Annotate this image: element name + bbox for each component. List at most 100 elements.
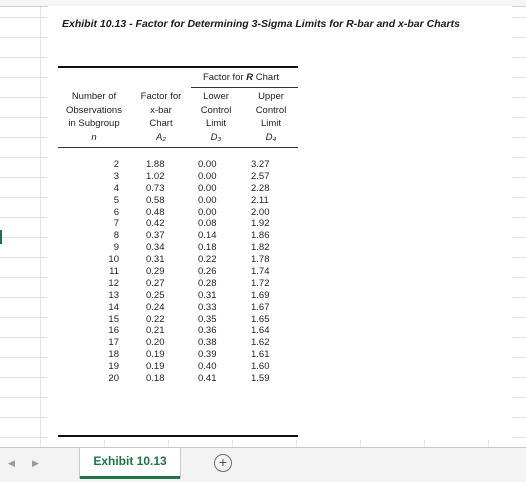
cell-d3: 0.36 [198, 325, 217, 337]
table-row: 15 0.22 0.35 1.65 [58, 314, 298, 326]
cell-d4: 1.62 [251, 337, 270, 349]
table-row: 11 0.29 0.26 1.74 [58, 266, 298, 278]
cell-a2: 0.37 [146, 230, 165, 242]
cell-a2: 0.24 [146, 301, 165, 313]
cell-n: 12 [108, 277, 119, 289]
active-row-indicator [0, 230, 2, 244]
cell-n: 6 [113, 206, 119, 218]
cell-d4: 1.82 [251, 242, 270, 254]
cell-n: 5 [113, 194, 119, 206]
header-a2-symbol: A₂ [156, 131, 166, 143]
header-n-line2: Observations [66, 104, 122, 116]
table-top-rule [58, 66, 298, 68]
scroll-tabs-right-icon[interactable]: ▶ [32, 458, 39, 468]
table-row: 12 0.27 0.28 1.72 [58, 278, 298, 290]
header-rule [58, 147, 298, 148]
sheet-tab-bar: ◀ ▶ Exhibit 10.13 + [0, 447, 526, 482]
cell-n: 11 [109, 266, 119, 278]
cell-a2: 1.88 [146, 159, 165, 170]
cell-a2: 0.21 [146, 325, 165, 337]
table-row: 4 0.73 0.00 2.28 [58, 183, 298, 195]
cell-n: 16 [108, 325, 119, 337]
table-bottom-rule [58, 435, 298, 437]
cell-n: 7 [113, 218, 119, 230]
header-d4: Upper Control Limit D₄ [244, 90, 298, 144]
table-row: 6 0.48 0.00 2.00 [58, 207, 298, 219]
cell-d4: 3.27 [251, 159, 270, 170]
cell-n: 8 [113, 230, 119, 242]
table-row: 14 0.24 0.33 1.67 [58, 302, 298, 314]
cell-d3: 0.00 [198, 159, 217, 170]
header-d4-line2: Control [255, 104, 287, 116]
cell-d3: 0.38 [198, 337, 217, 349]
cell-d3: 0.35 [198, 313, 217, 325]
cell-a2: 0.58 [146, 194, 165, 206]
header-d3: Lower Control Limit D₃ [190, 90, 242, 144]
cell-n: 20 [108, 373, 119, 385]
cell-d4: 1.61 [251, 349, 270, 361]
cell-d3: 0.39 [198, 349, 217, 361]
cell-d3: 0.40 [198, 361, 217, 373]
cell-n: 10 [108, 254, 119, 266]
cell-d4: 1.60 [251, 361, 270, 373]
cell-d4: 1.86 [251, 230, 270, 242]
cell-n: 17 [108, 337, 119, 349]
table-row: 7 0.42 0.08 1.92 [58, 218, 298, 230]
table-row: 19 0.19 0.40 1.60 [58, 361, 298, 373]
table-row: 8 0.37 0.14 1.86 [58, 230, 298, 242]
cell-d3: 0.00 [198, 182, 217, 194]
cell-a2: 0.19 [146, 361, 165, 373]
cell-n: 9 [113, 242, 119, 254]
table-row: 3 1.02 0.00 2.57 [58, 171, 298, 183]
cell-a2: 0.27 [146, 277, 165, 289]
table-row: 20 0.18 0.41 1.59 [58, 373, 298, 385]
cell-d3: 0.26 [198, 266, 217, 278]
sheet-tab-exhibit-10-13[interactable]: Exhibit 10.13 [80, 448, 180, 479]
cell-n: 4 [113, 182, 119, 194]
cell-d4: 2.57 [251, 170, 270, 182]
cell-n: 14 [108, 301, 119, 313]
cell-d4: 2.11 [251, 194, 269, 206]
header-a2-line3: Chart [149, 118, 173, 129]
cell-d3: 0.08 [198, 218, 217, 230]
cell-d4: 1.78 [251, 254, 270, 266]
cell-d4: 1.59 [251, 373, 270, 385]
cell-n: 18 [108, 349, 119, 361]
header-d4-line3: Limit [260, 118, 282, 129]
group-header-suffix: Chart [255, 72, 280, 83]
cell-d4: 1.72 [251, 277, 270, 289]
group-header-prefix: Factor for [202, 72, 244, 83]
cell-d3: 0.14 [198, 230, 217, 242]
cell-a2: 0.48 [146, 206, 165, 218]
table-row: 17 0.20 0.38 1.62 [58, 337, 298, 349]
header-d4-symbol: D₄ [265, 131, 277, 143]
exhibit-panel: Exhibit 10.13 - Factor for Determining 3… [48, 6, 512, 440]
header-a2-line1: Factor for [140, 91, 182, 102]
cell-d4: 2.00 [251, 206, 270, 218]
cell-d3: 0.31 [198, 289, 217, 301]
cell-a2: 0.34 [146, 242, 165, 254]
cell-a2: 0.22 [146, 313, 165, 325]
cell-d4: 1.65 [251, 313, 270, 325]
cell-n: 2 [113, 159, 119, 170]
cell-d3: 0.00 [198, 170, 217, 182]
table-row: 13 0.25 0.31 1.69 [58, 290, 298, 302]
table-body: 2 1.88 0.00 3.27 3 1.02 0.00 2.57 4 0.73 0.00 2.28 5… [58, 159, 298, 385]
header-d3-symbol: D₃ [210, 131, 222, 143]
group-header-symbol: R [246, 72, 254, 83]
scroll-tabs-left-icon[interactable]: ◀ [8, 458, 15, 468]
cell-a2: 0.18 [146, 373, 165, 385]
cell-d3: 0.18 [198, 242, 217, 254]
cell-a2: 0.20 [146, 337, 165, 349]
exhibit-title: Exhibit 10.13 - Factor for Determining 3… [62, 18, 460, 30]
add-sheet-icon[interactable]: + [214, 454, 232, 472]
header-d3-line3: Limit [205, 118, 227, 129]
cell-n: 19 [108, 361, 119, 373]
table-row: 9 0.34 0.18 1.82 [58, 242, 298, 254]
table-row: 16 0.21 0.36 1.64 [58, 325, 298, 337]
cell-a2: 0.25 [146, 289, 165, 301]
cell-a2: 0.42 [146, 218, 165, 230]
cell-a2: 0.31 [146, 254, 165, 266]
group-header-r-chart: Factor for R Chart [184, 72, 298, 83]
cell-a2: 0.73 [146, 182, 165, 194]
